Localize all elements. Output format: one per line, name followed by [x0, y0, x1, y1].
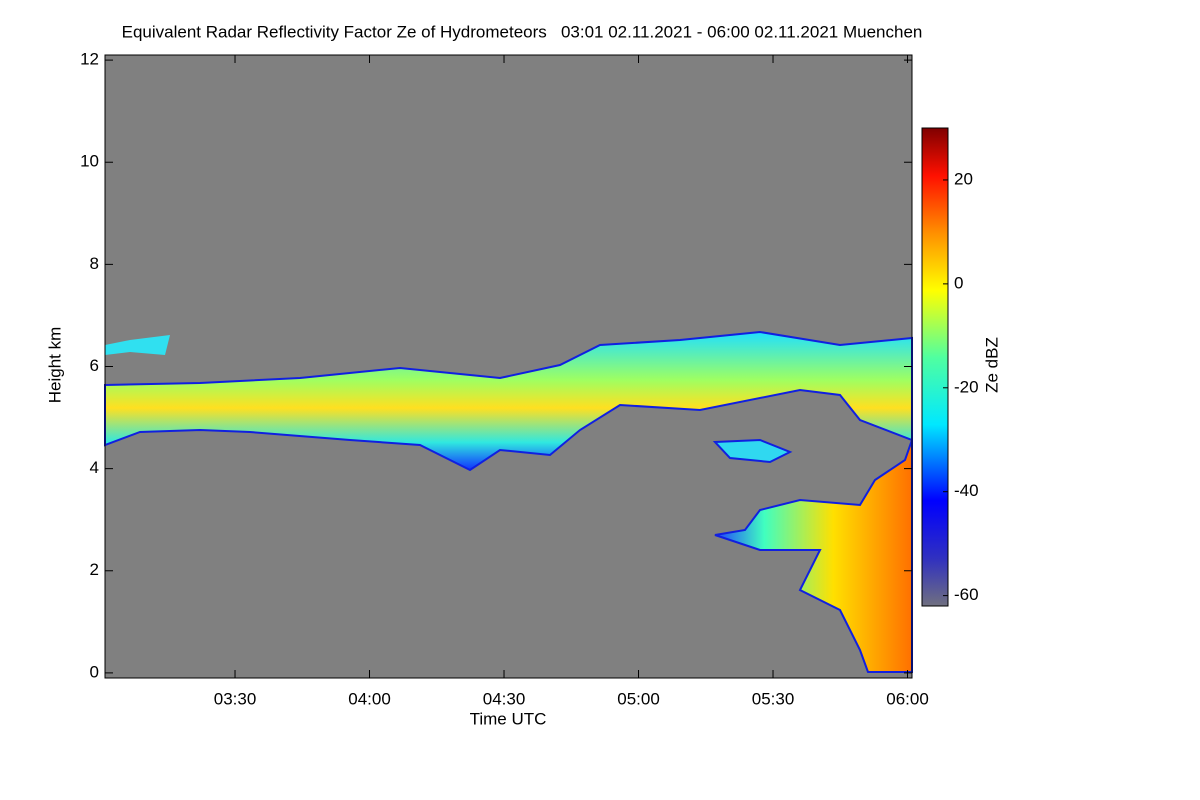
x-tick-label: 05:00	[617, 689, 660, 708]
colorbar-tick-label: -60	[954, 585, 979, 604]
x-tick-label: 04:30	[483, 689, 526, 708]
x-axis-label: Time UTC	[470, 709, 547, 728]
y-tick-label: 0	[90, 662, 99, 681]
chart-title: Equivalent Radar Reflectivity Factor Ze …	[122, 22, 923, 41]
y-tick-label: 6	[90, 356, 99, 375]
y-tick-label: 8	[90, 254, 99, 273]
y-axis-label: Height km	[45, 327, 64, 404]
colorbar-tick-label: 0	[954, 273, 963, 292]
y-tick-label: 10	[80, 152, 99, 171]
x-tick-label: 06:00	[886, 689, 929, 708]
colorbar	[921, 127, 949, 607]
y-tick-label: 12	[80, 50, 99, 69]
colorbar-tick-label: 20	[954, 169, 973, 188]
colorbar-label: Ze dBZ	[982, 337, 1001, 393]
y-tick-label: 2	[90, 560, 99, 579]
x-tick-label: 03:30	[214, 689, 257, 708]
colorbar-tick-label: -20	[954, 377, 979, 396]
x-tick-label: 05:30	[752, 689, 795, 708]
y-tick-label: 4	[90, 458, 99, 477]
x-tick-label: 04:00	[348, 689, 391, 708]
radar-echo	[104, 330, 913, 673]
colorbar-tick-label: -40	[954, 481, 979, 500]
